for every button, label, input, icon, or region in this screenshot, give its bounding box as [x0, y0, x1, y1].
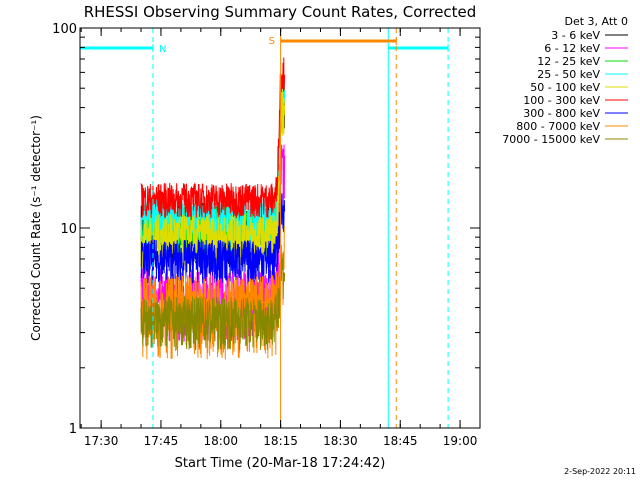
legend-label: 50 - 100 keV [530, 81, 600, 94]
saa-label: S [269, 36, 275, 47]
y-tick-label: 10 [60, 222, 77, 237]
series-line [140, 57, 286, 219]
legend-label: 12 - 25 keV [537, 55, 600, 68]
legend-label: 25 - 50 keV [537, 68, 600, 81]
chart-title: RHESSI Observing Summary Count Rates, Co… [84, 3, 477, 21]
night-label: N [159, 44, 166, 55]
x-tick-label: 18:30 [323, 434, 358, 448]
legend-label: 7000 - 15000 keV [502, 133, 600, 146]
y-axis-label: Corrected Count Rate (s⁻¹ detector⁻¹) [29, 115, 43, 341]
legend-label: 300 - 800 keV [523, 107, 600, 120]
data-layer [140, 57, 286, 360]
series-line [140, 253, 286, 351]
legend-label: 3 - 6 keV [551, 29, 600, 42]
x-tick-label: 18:00 [203, 434, 238, 448]
legend-label: 100 - 300 keV [523, 94, 600, 107]
legend-label: 800 - 7000 keV [516, 120, 600, 133]
y-tick-label: 1 [69, 422, 77, 437]
x-tick-label: 18:45 [383, 434, 418, 448]
x-tick-label: 19:00 [443, 434, 478, 448]
legend-header: Det 3, Att 0 [565, 15, 629, 28]
axis-layer: 17:30 17:45 18:00 18:15 18:30 18:45 19:00 1 10 10… [52, 22, 481, 448]
x-tick-label: 18:15 [263, 434, 298, 448]
x-tick-label: 17:45 [144, 434, 179, 448]
series-line [140, 89, 286, 269]
legend-label: 6 - 12 keV [544, 42, 600, 55]
x-axis-label: Start Time (20-Mar-18 17:24:42) [175, 456, 386, 471]
series-line [140, 191, 286, 284]
y-tick-label: 100 [52, 22, 77, 37]
date-stamp: 2-Sep-2022 20:11 [564, 467, 636, 476]
x-tick-label: 17:30 [84, 434, 119, 448]
marker-layer: NS [79, 28, 449, 428]
